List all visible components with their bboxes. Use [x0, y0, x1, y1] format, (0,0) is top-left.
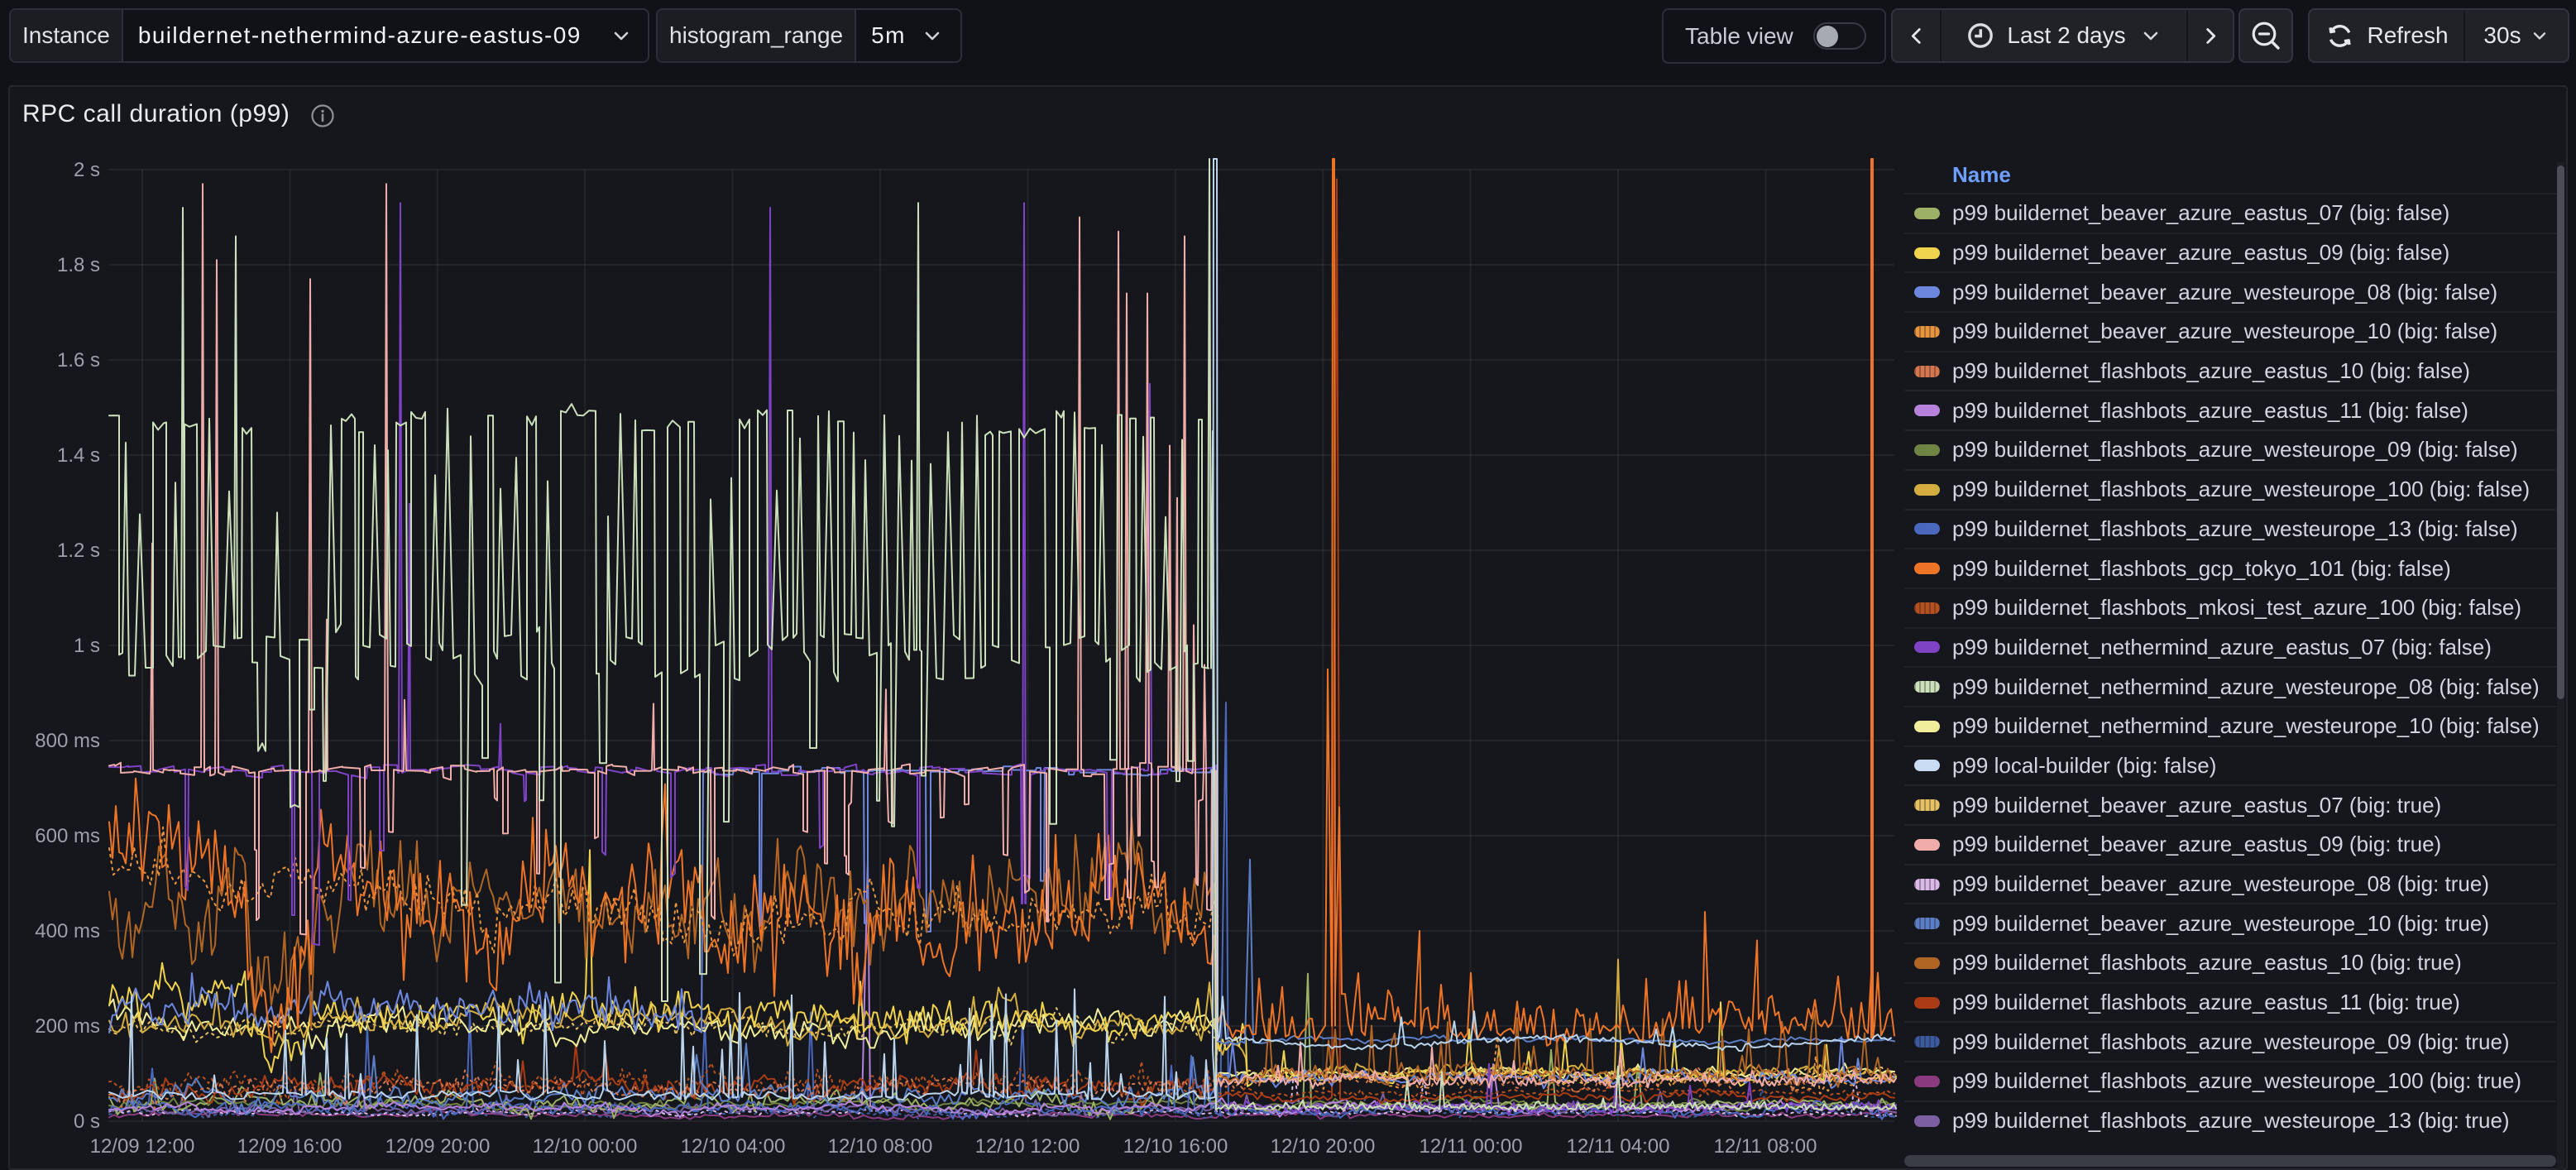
svg-text:12/10 20:00: 12/10 20:00: [1271, 1135, 1376, 1158]
svg-text:12/11 08:00: 12/11 08:00: [1713, 1135, 1817, 1158]
svg-text:1.6 s: 1.6 s: [57, 349, 100, 372]
svg-text:2 s: 2 s: [74, 159, 100, 181]
svg-text:800 ms: 800 ms: [35, 730, 100, 752]
svg-text:12/09 20:00: 12/09 20:00: [385, 1135, 491, 1158]
svg-text:12/10 16:00: 12/10 16:00: [1123, 1135, 1228, 1158]
svg-text:12/11 04:00: 12/11 04:00: [1566, 1135, 1669, 1158]
svg-text:12/10 12:00: 12/10 12:00: [975, 1135, 1080, 1158]
svg-text:200 ms: 200 ms: [35, 1015, 100, 1038]
svg-text:0 s: 0 s: [74, 1110, 100, 1133]
svg-text:400 ms: 400 ms: [35, 920, 100, 942]
svg-text:12/10 04:00: 12/10 04:00: [681, 1135, 786, 1158]
svg-text:600 ms: 600 ms: [35, 825, 100, 847]
svg-text:1.2 s: 1.2 s: [57, 539, 100, 562]
svg-text:1 s: 1 s: [74, 635, 100, 657]
svg-text:1.8 s: 1.8 s: [57, 254, 100, 276]
svg-text:1.4 s: 1.4 s: [57, 444, 100, 467]
svg-text:12/10 08:00: 12/10 08:00: [828, 1135, 933, 1158]
svg-text:12/09 16:00: 12/09 16:00: [237, 1135, 342, 1158]
svg-text:12/09 12:00: 12/09 12:00: [90, 1135, 195, 1158]
svg-text:12/11 00:00: 12/11 00:00: [1419, 1135, 1522, 1158]
svg-text:12/10 00:00: 12/10 00:00: [533, 1135, 638, 1158]
